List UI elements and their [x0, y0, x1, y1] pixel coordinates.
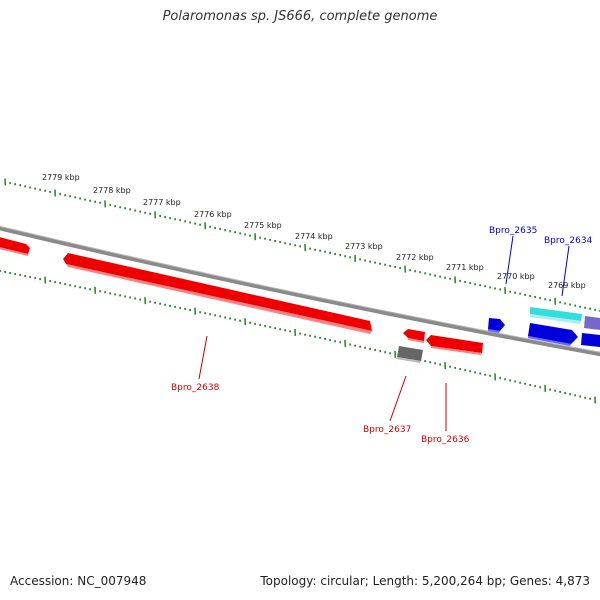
kbp-label: 2773 kbp — [345, 242, 383, 251]
inner-tick-ring — [0, 269, 597, 404]
kbp-label: 2777 kbp — [143, 198, 181, 207]
gene-label-bpro-2636[interactable]: Bpro_2636 — [421, 435, 470, 445]
minus-strand-genes — [0, 236, 483, 363]
kbp-labels: 2779 kbp 2778 kbp 2777 kbp 2776 kbp 2775… — [42, 173, 586, 290]
kbp-label: 2771 kbp — [446, 263, 484, 272]
plus-strand-genes — [488, 307, 600, 347]
gene-blue-edge[interactable] — [581, 333, 600, 347]
gene-bpro-2634[interactable] — [530, 307, 582, 321]
outer-tick-ring — [4, 178, 600, 313]
genome-backbone — [0, 226, 600, 357]
gene-label-bpro-2634[interactable]: Bpro_2634 — [544, 236, 593, 246]
genome-summary-text: Topology: circular; Length: 5,200,264 bp… — [260, 574, 590, 588]
gene-label-bpro-2637[interactable]: Bpro_2637 — [363, 425, 411, 435]
kbp-label: 2776 kbp — [194, 210, 232, 219]
gene-bpro-2635[interactable] — [488, 318, 505, 331]
gene-bpro-2638[interactable] — [63, 253, 372, 331]
kbp-label: 2775 kbp — [244, 221, 282, 230]
gene-label-bpro-2635[interactable]: Bpro_2635 — [489, 226, 537, 236]
accession-text: Accession: NC_007948 — [10, 574, 147, 588]
gene-label-bpro-2638[interactable]: Bpro_2638 — [171, 383, 220, 393]
gene-bpro-2636[interactable] — [426, 335, 483, 353]
gene-bpro-2637[interactable] — [397, 346, 423, 361]
kbp-label: 2772 kbp — [396, 253, 434, 262]
kbp-label: 2779 kbp — [42, 173, 80, 182]
map-title: Polaromonas sp. JS666, complete genome — [162, 9, 438, 24]
kbp-label: 2774 kbp — [295, 232, 333, 241]
gene-bpro-2639[interactable] — [0, 236, 30, 254]
gene-blue-2633[interactable] — [528, 323, 578, 344]
gene-labels: Bpro_2638 Bpro_2637 Bpro_2636 Bpro_2635 … — [171, 226, 593, 445]
leader-lines — [198, 235, 570, 431]
kbp-label: 2778 kbp — [93, 186, 131, 195]
gene-purple-edge[interactable] — [584, 316, 600, 330]
kbp-label: 2770 kbp — [497, 272, 535, 281]
gene-bpro-2636-a[interactable] — [403, 329, 425, 341]
kbp-label: 2769 kbp — [548, 281, 586, 290]
